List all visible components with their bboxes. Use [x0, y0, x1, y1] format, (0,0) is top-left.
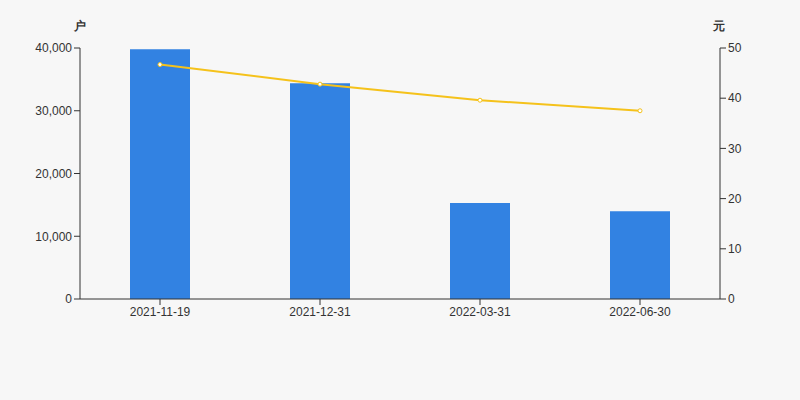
svg-text:20,000: 20,000 — [35, 167, 72, 181]
svg-text:10: 10 — [728, 242, 742, 256]
html-text:元: 元 — [713, 19, 725, 33]
svg-text:20: 20 — [728, 192, 742, 206]
svg-text:40,000: 40,000 — [35, 41, 72, 55]
svg-text:2021-12-31: 2021-12-31 — [289, 305, 351, 319]
html-text:户: 户 — [74, 19, 86, 33]
svg-text:30,000: 30,000 — [35, 104, 72, 118]
svg-text:0: 0 — [65, 292, 72, 306]
svg-text:2022-03-31: 2022-03-31 — [449, 305, 511, 319]
svg-text:50: 50 — [728, 41, 742, 55]
svg-text:2022-06-30: 2022-06-30 — [609, 305, 671, 319]
svg-text:2021-11-19: 2021-11-19 — [130, 305, 191, 319]
svg-text:40: 40 — [728, 91, 742, 105]
svg-text:30: 30 — [728, 142, 742, 156]
svg-text:10,000: 10,000 — [35, 230, 72, 244]
svg-text:0: 0 — [728, 292, 735, 306]
